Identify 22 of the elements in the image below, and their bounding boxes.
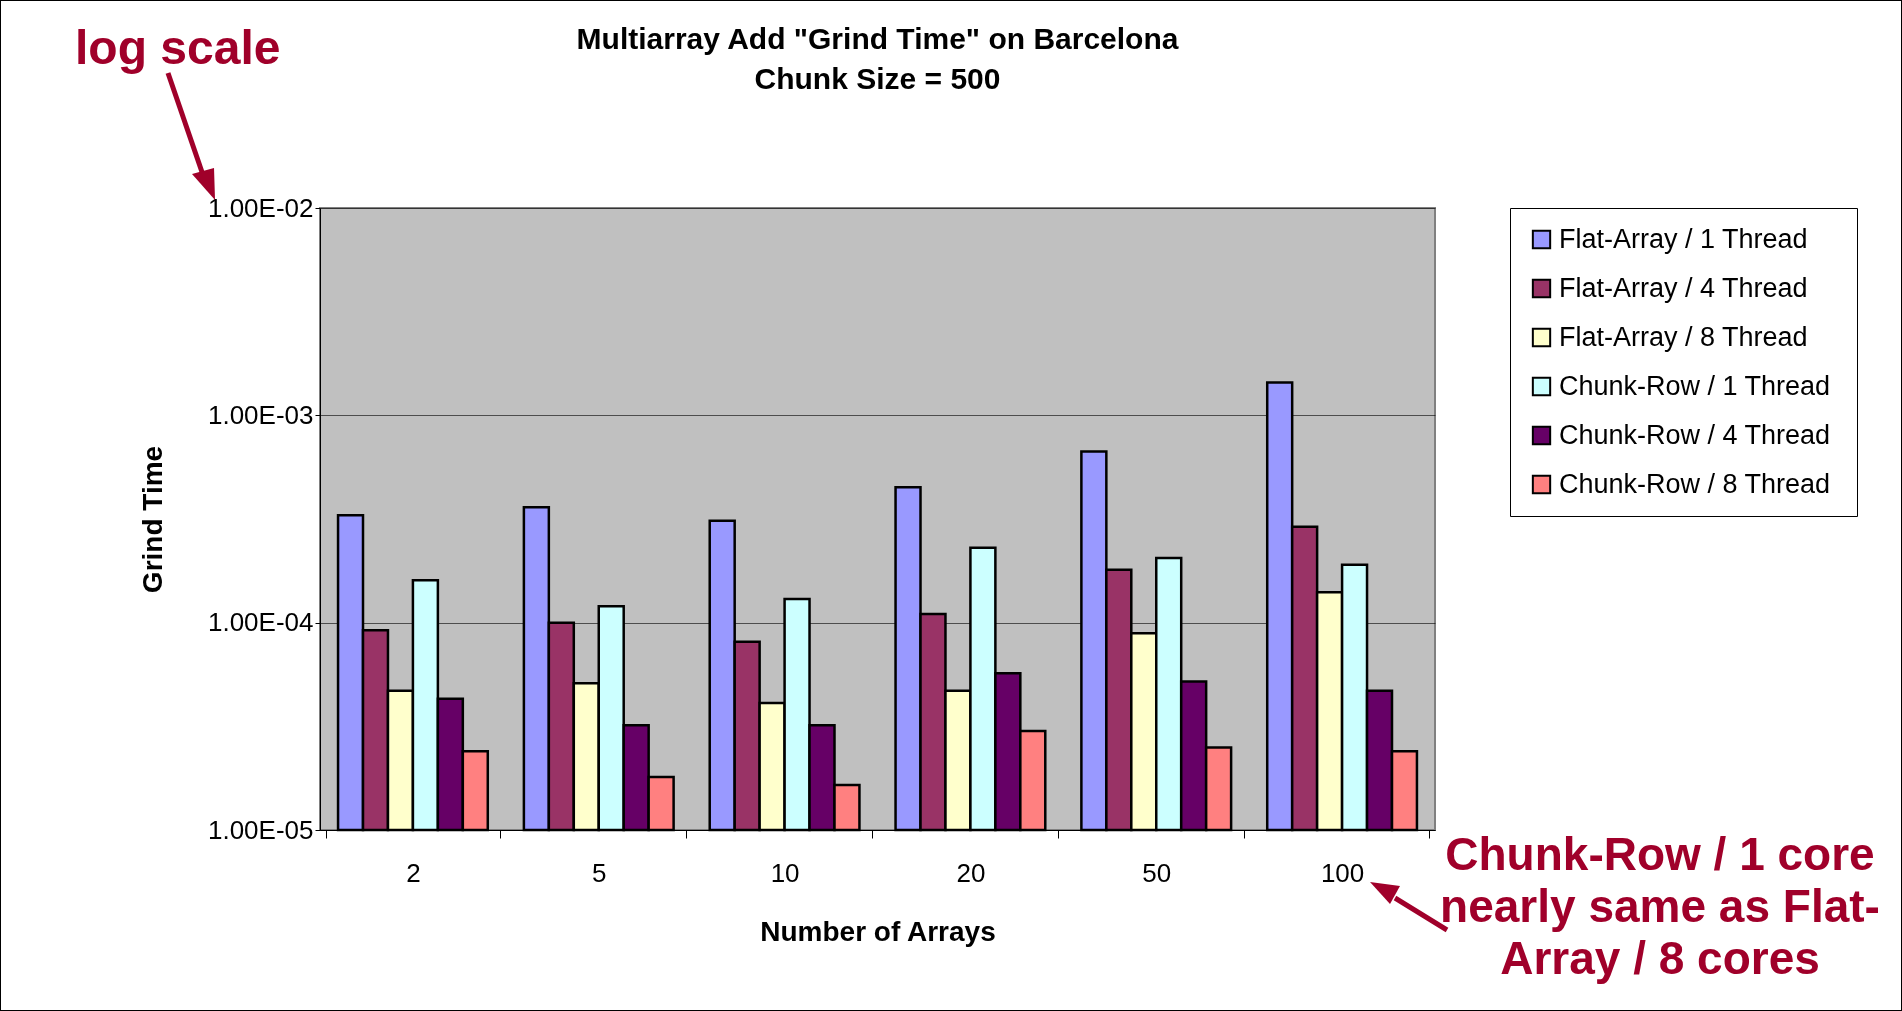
x-tick-label: 2 (406, 857, 421, 888)
x-axis-title: Number of Arrays (760, 915, 996, 947)
x-tick-label: 20 (956, 857, 986, 888)
text: Chunk-Row / 1 core nearly same as Flat-Array / 8 cores (1439, 828, 1881, 984)
x-tick-label: 100 (1320, 857, 1365, 888)
x-tick-label: 10 (770, 857, 800, 888)
legend-label: Flat-Array / 4 Thread (1559, 272, 1808, 303)
y-tick-label: 1.00E-04 (207, 607, 314, 638)
text: log scale (75, 21, 281, 74)
x-tick-label: 50 (1142, 857, 1172, 888)
y-tick-label: 1.00E-03 (207, 399, 314, 430)
y-axis-title: Grind Time (136, 445, 168, 594)
y-tick-label: 1.00E-05 (207, 814, 314, 845)
legend-label: Flat-Array / 1 Thread (1559, 223, 1808, 254)
chart-title: Multiarray Add "Grind Time" on Barcelona (576, 22, 1179, 55)
x-tick-label: 5 (592, 857, 607, 888)
y-tick-label: 1.00E-02 (207, 192, 314, 223)
legend-label: Chunk-Row / 1 Thread (1559, 370, 1831, 401)
legend-label: Flat-Array / 8 Thread (1559, 321, 1808, 352)
legend-label: Chunk-Row / 4 Thread (1559, 419, 1831, 450)
chart-subtitle: Chunk Size = 500 (754, 62, 1001, 95)
legend-label: Chunk-Row / 8 Thread (1559, 468, 1831, 499)
